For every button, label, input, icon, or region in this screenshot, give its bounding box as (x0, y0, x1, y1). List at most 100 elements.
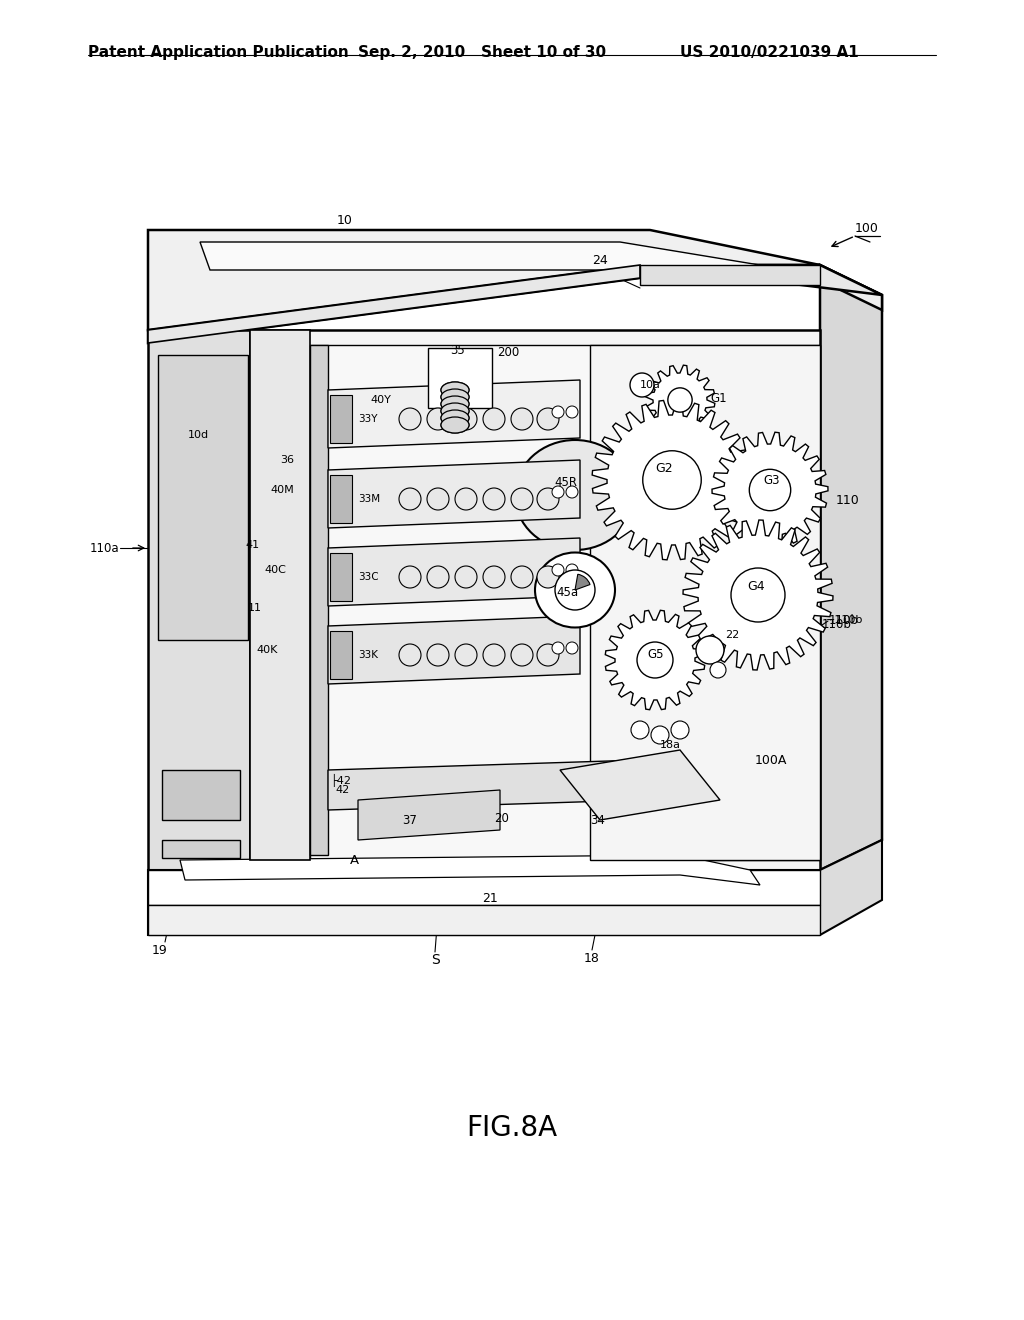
Circle shape (651, 726, 669, 744)
Text: S: S (431, 953, 439, 968)
Circle shape (427, 566, 449, 587)
Text: 36: 36 (280, 455, 294, 465)
Ellipse shape (441, 411, 469, 426)
Text: 40M: 40M (270, 484, 294, 495)
Polygon shape (330, 553, 352, 601)
Text: 200: 200 (497, 346, 519, 359)
Circle shape (455, 488, 477, 510)
Circle shape (566, 642, 578, 653)
Polygon shape (148, 265, 882, 343)
Text: G3: G3 (764, 474, 780, 487)
Polygon shape (330, 475, 352, 523)
Ellipse shape (441, 403, 469, 418)
Text: 110b: 110b (822, 619, 852, 631)
Polygon shape (162, 770, 240, 820)
Circle shape (427, 644, 449, 667)
Circle shape (511, 408, 534, 430)
Text: A: A (349, 854, 358, 866)
Circle shape (555, 570, 595, 610)
Circle shape (552, 564, 564, 576)
Circle shape (455, 408, 477, 430)
Polygon shape (605, 610, 705, 710)
Circle shape (668, 388, 692, 412)
Polygon shape (158, 355, 248, 640)
Polygon shape (358, 789, 500, 840)
Text: 33M: 33M (358, 494, 380, 504)
Circle shape (455, 644, 477, 667)
Text: 33Y: 33Y (358, 414, 378, 424)
Ellipse shape (441, 396, 469, 412)
Circle shape (483, 566, 505, 587)
Text: 10: 10 (337, 214, 353, 227)
Text: G2: G2 (655, 462, 673, 474)
Circle shape (566, 564, 578, 576)
Polygon shape (592, 400, 752, 560)
Ellipse shape (441, 403, 469, 418)
Ellipse shape (441, 411, 469, 426)
Circle shape (483, 488, 505, 510)
Polygon shape (330, 395, 352, 444)
Text: FIG.8A: FIG.8A (467, 1114, 557, 1142)
Ellipse shape (441, 417, 469, 433)
Circle shape (710, 663, 726, 678)
Ellipse shape (441, 417, 469, 433)
Circle shape (566, 486, 578, 498)
Text: ├42: ├42 (330, 774, 351, 787)
Polygon shape (683, 520, 833, 671)
Polygon shape (200, 242, 790, 271)
Circle shape (483, 644, 505, 667)
Circle shape (630, 374, 654, 397)
Text: 21: 21 (482, 891, 498, 904)
Text: 19: 19 (153, 944, 168, 957)
Text: −110b: −110b (826, 615, 863, 624)
Polygon shape (712, 432, 828, 548)
Polygon shape (640, 265, 882, 294)
Circle shape (483, 408, 505, 430)
Circle shape (537, 644, 559, 667)
Circle shape (399, 408, 421, 430)
Text: 40Y: 40Y (370, 395, 391, 405)
Text: 110b: 110b (829, 614, 859, 627)
Circle shape (696, 636, 724, 664)
Circle shape (455, 566, 477, 587)
Text: 20: 20 (495, 812, 509, 825)
Circle shape (750, 470, 791, 511)
Polygon shape (645, 366, 715, 434)
Polygon shape (328, 380, 580, 447)
Circle shape (731, 568, 785, 622)
Text: 41: 41 (245, 540, 259, 550)
Circle shape (511, 488, 534, 510)
Circle shape (566, 407, 578, 418)
Ellipse shape (535, 553, 615, 627)
Text: G4: G4 (748, 579, 765, 593)
Text: G5: G5 (648, 648, 665, 661)
Text: 45R: 45R (555, 477, 578, 490)
Text: 100A: 100A (755, 754, 787, 767)
Text: 18a: 18a (660, 741, 681, 750)
Wedge shape (575, 574, 590, 590)
Text: 40K: 40K (256, 645, 278, 655)
Circle shape (537, 408, 559, 430)
Circle shape (427, 488, 449, 510)
Polygon shape (328, 616, 580, 684)
Text: 34: 34 (591, 813, 605, 826)
Polygon shape (148, 906, 820, 935)
Polygon shape (820, 265, 882, 870)
Polygon shape (180, 855, 760, 884)
Text: Patent Application Publication: Patent Application Publication (88, 45, 349, 59)
Circle shape (552, 486, 564, 498)
Polygon shape (590, 345, 820, 861)
Polygon shape (148, 870, 820, 906)
Text: 22: 22 (725, 630, 739, 640)
Ellipse shape (441, 381, 469, 399)
Polygon shape (250, 330, 820, 870)
Polygon shape (250, 330, 310, 861)
Text: 11: 11 (248, 603, 262, 612)
Polygon shape (148, 330, 250, 870)
Circle shape (511, 644, 534, 667)
Circle shape (631, 721, 649, 739)
Text: 45a: 45a (556, 586, 579, 598)
Circle shape (537, 488, 559, 510)
Text: Sep. 2, 2010   Sheet 10 of 30: Sep. 2, 2010 Sheet 10 of 30 (358, 45, 606, 59)
Polygon shape (428, 348, 492, 408)
